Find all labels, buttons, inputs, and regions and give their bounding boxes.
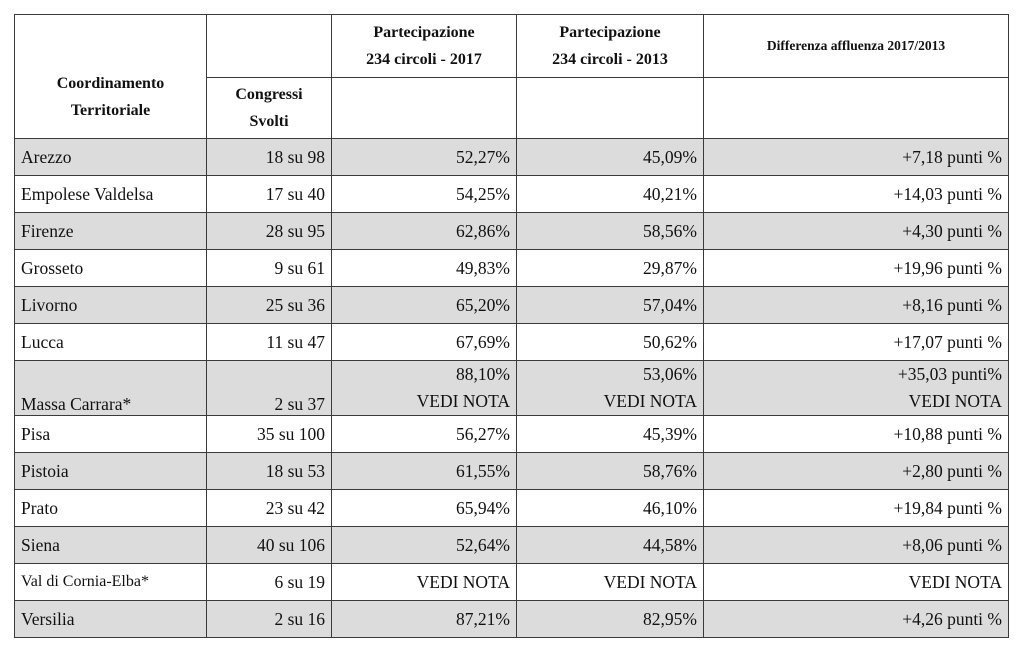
row-name: Grosseto	[14, 249, 207, 287]
table-row: Val di Cornia-Elba* 6 su 19 VEDI NOTA VE…	[14, 563, 1009, 601]
row-congressi: 23 su 42	[206, 489, 332, 527]
table-row: Livorno 25 su 36 65,20% 57,04% +8,16 pun…	[14, 286, 1009, 324]
row-diff: +14,03 punti %	[703, 175, 1009, 213]
row-congressi: 2 su 37	[206, 360, 332, 416]
row-p2017: 56,27%	[331, 415, 517, 453]
row-p2013: 45,09%	[516, 138, 704, 176]
row-congressi: 25 su 36	[206, 286, 332, 324]
row-p2013: 29,87%	[516, 249, 704, 287]
row-p2017: 49,83%	[331, 249, 517, 287]
row-diff: +19,96 punti %	[703, 249, 1009, 287]
header-differenza: Differenza affluenza 2017/2013	[703, 14, 1009, 78]
row-diff: +4,30 punti %	[703, 212, 1009, 250]
table-row: Prato 23 su 42 65,94% 46,10% +19,84 punt…	[14, 489, 1009, 527]
table-row: Pistoia 18 su 53 61,55% 58,76% +2,80 pun…	[14, 452, 1009, 490]
row-diff: +8,06 punti %	[703, 526, 1009, 564]
header-empty-cell	[331, 77, 517, 139]
row-p2017: VEDI NOTA	[331, 563, 517, 601]
row-p2017: 88,10% VEDI NOTA	[331, 360, 517, 416]
row-diff: VEDI NOTA	[703, 563, 1009, 601]
vedi-nota: VEDI NOTA	[416, 391, 510, 411]
row-diff: +4,26 punti %	[703, 600, 1009, 638]
header-congressi-empty	[206, 14, 332, 78]
table-row: Firenze 28 su 95 62,86% 58,56% +4,30 pun…	[14, 212, 1009, 250]
vedi-nota: VEDI NOTA	[603, 391, 697, 411]
row-p2013: 50,62%	[516, 323, 704, 361]
row-name: Prato	[14, 489, 207, 527]
row-name: Pistoia	[14, 452, 207, 490]
row-name: Massa Carrara*	[14, 360, 207, 416]
table-row: Lucca 11 su 47 67,69% 50,62% +17,07 punt…	[14, 323, 1009, 361]
header-partecipazione-2017: Partecipazione 234 circoli - 2017	[331, 14, 517, 78]
table-row: Versilia 2 su 16 87,21% 82,95% +4,26 pun…	[14, 600, 1009, 638]
row-name: Siena	[14, 526, 207, 564]
row-p2013: 82,95%	[516, 600, 704, 638]
row-p2017: 65,20%	[331, 286, 517, 324]
row-diff: +35,03 punti% VEDI NOTA	[703, 360, 1009, 416]
row-congressi: 2 su 16	[206, 600, 332, 638]
table-row: Pisa 35 su 100 56,27% 45,39% +10,88 punt…	[14, 415, 1009, 453]
row-name: Firenze	[14, 212, 207, 250]
table-row: Grosseto 9 su 61 49,83% 29,87% +19,96 pu…	[14, 249, 1009, 287]
header-coordinamento: Coordinamento Territoriale	[14, 14, 207, 139]
row-p2017: 62,86%	[331, 212, 517, 250]
table-row: Siena 40 su 106 52,64% 44,58% +8,06 punt…	[14, 526, 1009, 564]
row-name: Lucca	[14, 323, 207, 361]
row-diff: +10,88 punti %	[703, 415, 1009, 453]
header-congressi-svolti: Congressi Svolti	[206, 77, 332, 139]
row-congressi: 35 su 100	[206, 415, 332, 453]
row-p2013: 44,58%	[516, 526, 704, 564]
table-row: Arezzo 18 su 98 52,27% 45,09% +7,18 punt…	[14, 138, 1009, 176]
header-partecipazione-2013: Partecipazione 234 circoli - 2013	[516, 14, 704, 78]
row-p2013: 45,39%	[516, 415, 704, 453]
row-congressi: 11 su 47	[206, 323, 332, 361]
row-p2013: VEDI NOTA	[516, 563, 704, 601]
row-name: Arezzo	[14, 138, 207, 176]
row-p2017: 54,25%	[331, 175, 517, 213]
row-congressi: 9 su 61	[206, 249, 332, 287]
row-p2013: 53,06% VEDI NOTA	[516, 360, 704, 416]
row-diff: +19,84 punti %	[703, 489, 1009, 527]
row-congressi: 17 su 40	[206, 175, 332, 213]
row-congressi: 18 su 53	[206, 452, 332, 490]
header-empty-cell	[703, 77, 1009, 139]
row-name: Pisa	[14, 415, 207, 453]
table-row: Empolese Valdelsa 17 su 40 54,25% 40,21%…	[14, 175, 1009, 213]
row-p2013: 58,76%	[516, 452, 704, 490]
row-diff: +7,18 punti %	[703, 138, 1009, 176]
row-p2017: 61,55%	[331, 452, 517, 490]
row-name: Livorno	[14, 286, 207, 324]
row-name: Empolese Valdelsa	[14, 175, 207, 213]
vedi-nota: VEDI NOTA	[908, 391, 1002, 411]
row-p2013: 40,21%	[516, 175, 704, 213]
row-p2017: 52,64%	[331, 526, 517, 564]
row-p2017: 67,69%	[331, 323, 517, 361]
row-p2013: 57,04%	[516, 286, 704, 324]
row-name: Versilia	[14, 600, 207, 638]
row-congressi: 28 su 95	[206, 212, 332, 250]
row-diff: +17,07 punti %	[703, 323, 1009, 361]
row-congressi: 40 su 106	[206, 526, 332, 564]
row-congressi: 6 su 19	[206, 563, 332, 601]
row-name: Val di Cornia-Elba*	[14, 563, 207, 601]
row-p2013: 58,56%	[516, 212, 704, 250]
row-diff: +8,16 punti %	[703, 286, 1009, 324]
row-congressi: 18 su 98	[206, 138, 332, 176]
row-p2017: 65,94%	[331, 489, 517, 527]
participation-table: Coordinamento Territoriale Partecipazion…	[14, 14, 1009, 638]
row-diff: +2,80 punti %	[703, 452, 1009, 490]
row-p2013: 46,10%	[516, 489, 704, 527]
header-empty-cell	[516, 77, 704, 139]
row-p2017: 87,21%	[331, 600, 517, 638]
table-row: Massa Carrara* 2 su 37 88,10% VEDI NOTA …	[14, 360, 1009, 416]
row-p2017: 52,27%	[331, 138, 517, 176]
